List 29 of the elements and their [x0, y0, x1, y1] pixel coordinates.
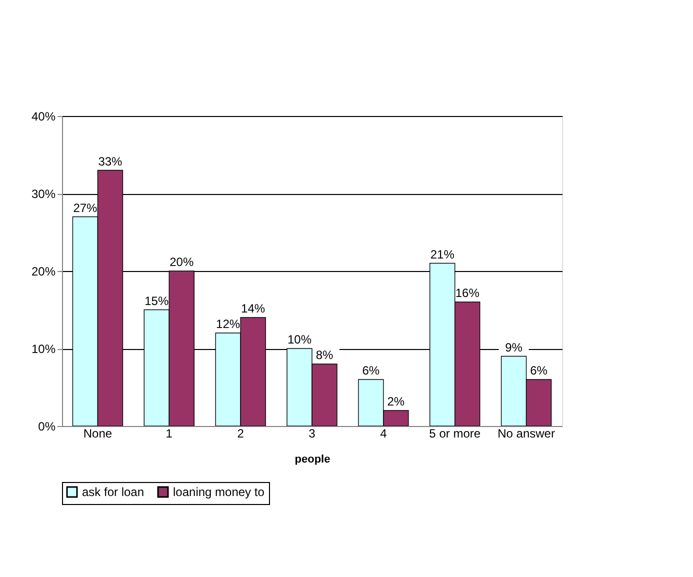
data-label: 8% [316, 348, 334, 362]
x-axis-title: people [294, 454, 330, 466]
y-tick-label: 10% [31, 342, 56, 356]
data-label: 6% [530, 364, 548, 378]
data-label: 6% [362, 364, 380, 378]
data-label: 2% [387, 394, 405, 408]
x-tick-label: 4 [380, 426, 388, 440]
x-tick-label: None [83, 426, 112, 440]
x-tick-label: 1 [166, 426, 173, 440]
data-label: 20% [170, 255, 194, 269]
data-label: 33% [98, 154, 123, 168]
y-tick-label: 30% [31, 187, 56, 201]
y-tick-label: 20% [31, 264, 56, 278]
y-tick-label: 0% [38, 420, 56, 434]
data-label: 27% [73, 200, 98, 215]
data-label: 14% [241, 302, 266, 316]
data-label: 9% [505, 340, 523, 354]
x-tick-label: 2 [237, 426, 244, 440]
x-tick-label: 3 [308, 426, 316, 440]
legend-label: loaning money to [173, 485, 265, 499]
data-label: 10% [287, 332, 312, 346]
data-label: 12% [216, 317, 240, 331]
y-tick-label: 40% [31, 110, 56, 124]
data-label: 16% [455, 286, 480, 300]
x-tick-label: No answer [498, 426, 555, 440]
legend-label: ask for loan [82, 485, 144, 499]
x-tick-label: 5 or more [429, 426, 481, 440]
data-label: 15% [144, 294, 169, 308]
data-label: 21% [430, 247, 455, 262]
